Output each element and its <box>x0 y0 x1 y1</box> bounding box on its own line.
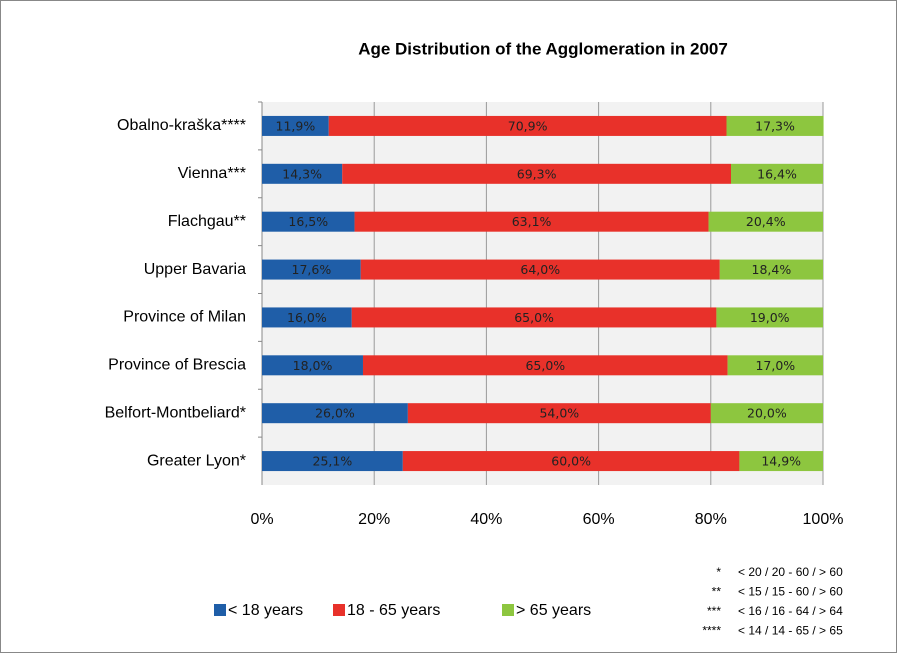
value-label: 70,9% <box>508 118 548 133</box>
bar-segment <box>262 451 403 472</box>
bar-segment <box>407 403 711 424</box>
x-tick-label: 20% <box>358 511 390 528</box>
value-label: 16,5% <box>288 214 328 229</box>
value-label: 16,0% <box>287 310 327 325</box>
value-label: 18,0% <box>293 358 333 373</box>
category-label: Province of Milan <box>123 309 246 326</box>
bar-segment <box>262 403 408 424</box>
value-label: 17,6% <box>292 262 332 277</box>
value-label: 69,3% <box>517 166 557 181</box>
value-label: 60,0% <box>551 454 591 469</box>
bar-segment <box>726 115 824 136</box>
bar-segment <box>262 211 355 232</box>
value-label: 17,3% <box>755 118 795 133</box>
note-text: < 15 / 15 - 60 / > 60 <box>738 585 843 599</box>
x-tick-label: 100% <box>803 511 844 528</box>
note-text: < 20 / 20 - 60 / > 60 <box>738 565 843 579</box>
bar-segment <box>262 163 343 184</box>
category-label: Belfort-Montbeliard* <box>105 404 246 421</box>
value-label: 11,9% <box>276 118 316 133</box>
category-label: Flachgau** <box>168 213 246 230</box>
bar-segment <box>262 115 329 136</box>
category-label: Province of Brescia <box>108 357 246 374</box>
bar-segment <box>716 307 823 328</box>
x-tick-label: 80% <box>695 511 727 528</box>
bar-segment <box>402 451 740 472</box>
bar-segment <box>719 259 823 280</box>
bar-segment <box>262 259 361 280</box>
chart-title: Age Distribution of the Agglomeration in… <box>358 39 728 58</box>
value-label: 20,0% <box>747 406 787 421</box>
bar-segment <box>360 259 720 280</box>
x-tick-label: 40% <box>470 511 502 528</box>
bar-segment <box>342 163 731 184</box>
value-label: 17,0% <box>755 358 795 373</box>
note-mark: * <box>716 565 721 579</box>
value-label: 20,4% <box>746 214 786 229</box>
category-label: Vienna*** <box>178 165 246 182</box>
legend-swatch <box>214 604 226 616</box>
legend-swatch <box>502 604 514 616</box>
bar-segment <box>262 307 352 328</box>
plot-area <box>262 102 823 485</box>
bar-segment <box>710 403 823 424</box>
value-label: 14,3% <box>282 166 322 181</box>
category-label: Upper Bavaria <box>144 261 246 278</box>
value-label: 26,0% <box>315 406 355 421</box>
legend-label: < 18 years <box>228 602 303 619</box>
value-label: 16,4% <box>757 166 797 181</box>
legend-swatch <box>333 604 345 616</box>
value-label: 65,0% <box>525 358 565 373</box>
note-text: < 16 / 16 - 64 / > 64 <box>738 604 843 618</box>
value-label: 54,0% <box>539 406 579 421</box>
value-label: 63,1% <box>512 214 552 229</box>
value-label: 65,0% <box>514 310 554 325</box>
bar-segment <box>739 451 823 472</box>
bar-segment <box>262 355 363 376</box>
bar-segment <box>351 307 717 328</box>
bar-segment <box>727 355 823 376</box>
legend-label: > 65 years <box>516 602 591 619</box>
note-text: < 14 / 14 - 65 / > 65 <box>738 624 843 638</box>
value-label: 19,0% <box>750 310 790 325</box>
value-label: 18,4% <box>752 262 792 277</box>
bar-segment <box>354 211 709 232</box>
note-mark: **** <box>702 624 721 638</box>
legend-label: 18 - 65 years <box>347 602 440 619</box>
bar-segment <box>730 163 823 184</box>
bar-segment <box>708 211 823 232</box>
bar-segment <box>362 355 728 376</box>
note-mark: ** <box>712 585 722 599</box>
category-label: Greater Lyon* <box>147 452 246 469</box>
note-mark: *** <box>707 604 721 618</box>
value-label: 25,1% <box>313 454 353 469</box>
value-label: 14,9% <box>761 454 801 469</box>
value-label: 64,0% <box>520 262 560 277</box>
bar-segment <box>328 115 727 136</box>
x-tick-label: 60% <box>583 511 615 528</box>
category-label: Obalno-kraška**** <box>117 117 246 134</box>
x-tick-label: 0% <box>250 511 273 528</box>
